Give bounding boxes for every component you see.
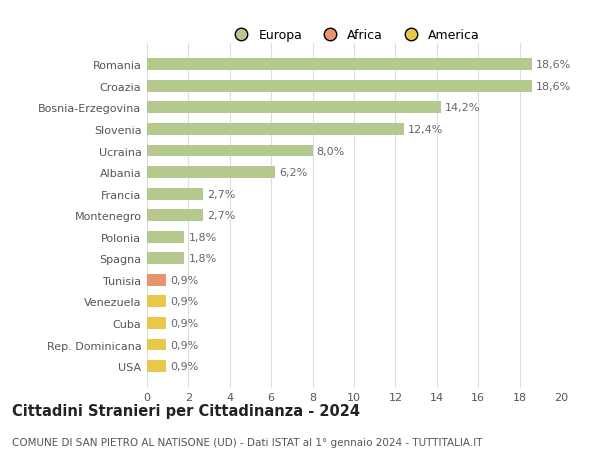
Bar [147,102,441,114]
Text: 18,6%: 18,6% [536,60,571,70]
Text: 1,8%: 1,8% [188,232,217,242]
Bar [147,339,166,351]
Bar [147,274,166,286]
Text: 1,8%: 1,8% [188,254,217,264]
Text: 6,2%: 6,2% [280,168,308,178]
Bar [147,360,166,372]
Bar [147,188,203,200]
Bar [147,231,184,243]
Legend: Europa, Africa, America: Europa, Africa, America [223,24,485,47]
Text: 2,7%: 2,7% [207,189,235,199]
Bar [147,81,532,93]
Bar [147,210,203,222]
Text: 18,6%: 18,6% [536,82,571,92]
Bar [147,146,313,157]
Text: 2,7%: 2,7% [207,211,235,221]
Bar [147,59,532,71]
Text: 14,2%: 14,2% [445,103,481,113]
Bar [147,317,166,329]
Bar [147,124,404,135]
Text: COMUNE DI SAN PIETRO AL NATISONE (UD) - Dati ISTAT al 1° gennaio 2024 - TUTTITAL: COMUNE DI SAN PIETRO AL NATISONE (UD) - … [12,437,482,447]
Text: 0,9%: 0,9% [170,318,198,328]
Bar [147,167,275,179]
Text: 8,0%: 8,0% [317,146,345,156]
Text: 0,9%: 0,9% [170,297,198,307]
Text: 0,9%: 0,9% [170,275,198,285]
Bar [147,296,166,308]
Text: 0,9%: 0,9% [170,361,198,371]
Text: 12,4%: 12,4% [408,125,443,134]
Bar [147,253,184,265]
Text: Cittadini Stranieri per Cittadinanza - 2024: Cittadini Stranieri per Cittadinanza - 2… [12,403,360,419]
Text: 0,9%: 0,9% [170,340,198,350]
